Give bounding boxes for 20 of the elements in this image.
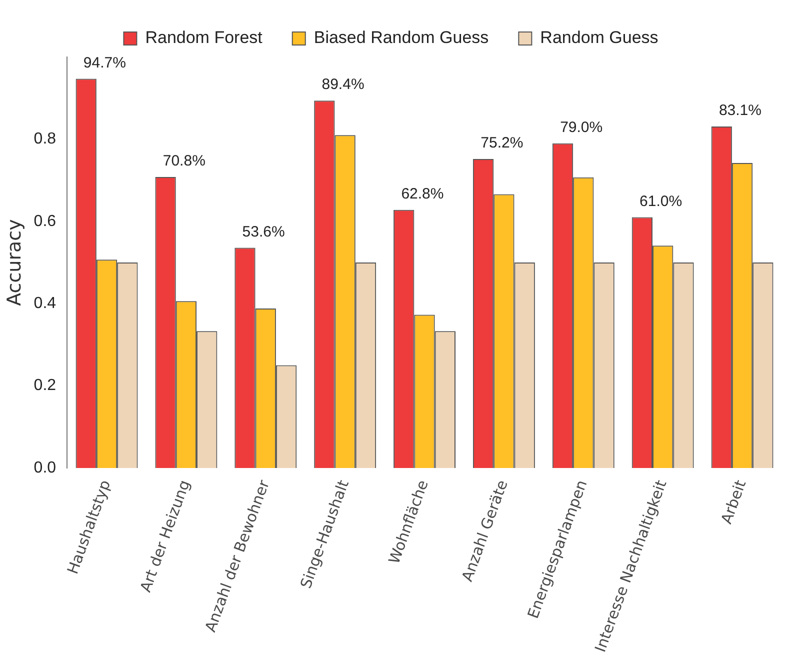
y-tick-label: 0.8 <box>34 130 56 148</box>
legend-label: Biased Random Guess <box>314 28 489 48</box>
y-tick-label: 0.6 <box>34 212 56 230</box>
x-tick-label: Anzahl Geräte <box>458 478 512 584</box>
data-label: 62.8% <box>401 186 444 203</box>
data-label: 61.0% <box>640 192 682 210</box>
data-label: 89.4% <box>322 76 364 94</box>
legend-label: Random Forest <box>145 28 263 48</box>
data-label: 79.0% <box>560 118 603 136</box>
y-axis-title: Accuracy <box>3 219 26 306</box>
x-tick-label: Arbeit <box>717 478 750 526</box>
data-label: 53.6% <box>242 223 285 240</box>
y-tick-label: 0.0 <box>34 459 56 476</box>
data-label: 75.2% <box>480 134 524 152</box>
data-label: 70.8% <box>162 152 206 170</box>
data-label: 94.7% <box>83 54 126 72</box>
data-label: 83.1% <box>718 102 762 120</box>
y-tick-label: 0.2 <box>34 377 56 394</box>
y-tick-label: 0.4 <box>34 295 56 312</box>
legend-label: Random Guess <box>540 28 658 48</box>
